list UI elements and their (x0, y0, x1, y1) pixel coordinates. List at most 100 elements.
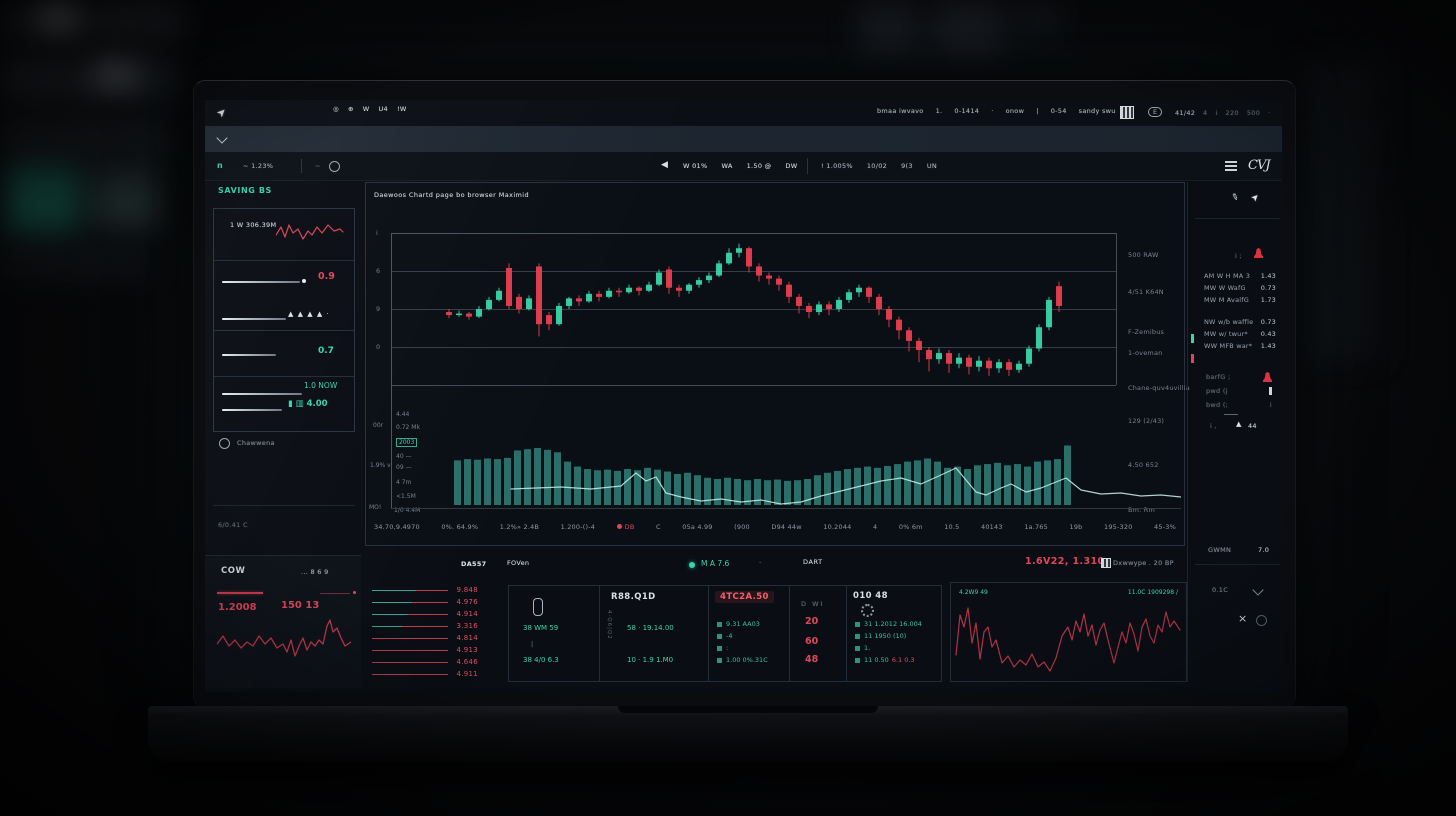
volume-bar (834, 470, 841, 505)
ladder-row[interactable]: 4.911 (372, 670, 478, 680)
alert-row[interactable]: pwd (j (1206, 384, 1272, 398)
expand-arrow-icon[interactable]: ➤ (1249, 191, 1262, 205)
info-icon[interactable]: i (1269, 401, 1272, 409)
sidebar-link[interactable]: Chawwena (237, 439, 275, 447)
target-circle-icon[interactable] (1256, 615, 1267, 626)
sidebar-header[interactable]: SAVING BS (218, 186, 272, 195)
toolbar-item[interactable]: 1.50 @ (746, 162, 772, 170)
symbol-label[interactable]: n (217, 161, 223, 170)
ladder-row[interactable]: 3.316 (372, 622, 478, 632)
cursor-arrow-icon[interactable]: ➤ (213, 104, 230, 121)
bullet-row[interactable]: 11 0.50 6.1 0.3 (855, 654, 939, 666)
bottom-right-chart-panel[interactable]: 4.2W9 49 11.0C 1909298 / (950, 582, 1187, 682)
ladder-line (372, 614, 448, 615)
menu-item[interactable]: sandy swu (1078, 107, 1116, 115)
indicator-row[interactable]: MW M AvalfG 1.73 (1204, 294, 1276, 306)
square-bullet-icon (717, 657, 722, 663)
alert-row[interactable]: bwd (; i (1206, 398, 1272, 412)
volume-bar (814, 475, 821, 505)
menubar-glyph[interactable]: W (362, 105, 370, 113)
toolbar-item[interactable]: UN (926, 162, 938, 170)
indicator-row[interactable]: WW MFB war* 1.43 (1204, 340, 1276, 352)
ticker-label[interactable]: M A 7.6 (701, 559, 730, 568)
menubar-far-right[interactable]: 4 i 220 500 · (1203, 109, 1271, 117)
menubar-icon-cluster[interactable]: ◎ ⊕ W U4 !W (333, 105, 407, 113)
menubar-glyph[interactable]: U4 (378, 105, 388, 113)
menu-item[interactable]: · (991, 107, 994, 115)
cellB-row-2[interactable]: 10 · 1.9 1.M0 (627, 656, 674, 664)
candlestick-chart[interactable] (391, 233, 1116, 385)
watch-card[interactable]: 1 W 306.39M 0.9 ▲ ▲ ▲ ▲ · 0.7 1.0 NOW ▮ … (213, 208, 355, 432)
toolbar-mid-items[interactable]: W 01% WA 1.50 @ DW (683, 162, 797, 170)
bullet-row[interactable]: : (717, 642, 787, 654)
bullet-row[interactable]: 11 1950 (10) (855, 630, 939, 642)
toolbar-item[interactable]: W 01% (683, 162, 708, 170)
app-badge-icon[interactable] (1120, 106, 1134, 119)
env-pill[interactable]: E (1148, 107, 1163, 117)
bullet-row[interactable]: 31 1.2012 16.004 (855, 618, 939, 630)
ladder-row[interactable]: 4.814 (372, 634, 478, 644)
ladder-row[interactable]: 4.976 (372, 598, 478, 608)
ladder-row[interactable]: 4.914 (372, 610, 478, 620)
cellB-row-1[interactable]: 58 · 19.14.00 (627, 624, 674, 632)
menu-item[interactable]: | (1036, 107, 1039, 115)
menubar-glyph[interactable]: ◎ (333, 105, 339, 113)
bottom-label-c[interactable]: DART (803, 558, 823, 566)
hamburger-menu-icon[interactable] (1225, 161, 1237, 163)
candle-down (546, 315, 552, 325)
bullet-row[interactable]: 9.31 AA03 (717, 618, 787, 630)
slider-track[interactable] (222, 281, 300, 283)
alert-bell-icon[interactable] (1263, 372, 1272, 382)
menu-item[interactable]: 1. (935, 107, 943, 115)
menubar-glyph[interactable]: ⊕ (347, 105, 354, 113)
toolbar-mid-items-2[interactable]: ! 1.005% 10/02 9(3 UN (821, 162, 937, 170)
menubar-glyph[interactable]: !W (396, 105, 407, 113)
close-icon[interactable]: × (1238, 612, 1248, 625)
chevron-down-icon[interactable] (1252, 584, 1264, 596)
toolbar-item[interactable]: DW (785, 162, 798, 170)
y-tick: i (376, 229, 379, 237)
gear-icon[interactable] (861, 604, 874, 617)
main-chart-panel[interactable]: Daewoos Chartd page bo browser Maximid i… (365, 182, 1190, 546)
vertical-slider-icon[interactable] (533, 598, 543, 616)
cow-panel[interactable]: COW ... 8 6 9 1.2008 150 13 (205, 555, 361, 688)
indicator-value: 1.43 (1260, 272, 1276, 280)
slider-track[interactable] (222, 318, 286, 320)
indicator-row[interactable]: MW w/ twur* 0.43 (1204, 328, 1276, 340)
menu-item[interactable]: bmaa iwvavo (877, 107, 924, 115)
bullet-row[interactable]: 1.00 0%.31C (717, 654, 787, 666)
alert-bell-icon[interactable] (1254, 248, 1263, 258)
slider-track[interactable] (222, 409, 282, 411)
cellA-row-1[interactable]: 38 WM 59 (523, 624, 559, 632)
ladder-row[interactable]: 4.913 (372, 646, 478, 656)
ladder-row[interactable]: 9.848 (372, 586, 478, 596)
toolbar-item[interactable]: WA (721, 162, 733, 170)
toolbar-item[interactable]: ! 1.005% (821, 162, 853, 170)
chevron-down-icon[interactable] (216, 132, 228, 144)
bullet-row[interactable]: -4 (717, 630, 787, 642)
bullet-row[interactable]: 1. (855, 642, 939, 654)
slider-handle[interactable] (302, 279, 306, 283)
toolbar-item[interactable]: 9(3 (901, 162, 913, 170)
menu-item[interactable]: 0-54 (1050, 107, 1067, 115)
indicator-row[interactable]: MW W WafG 0.73 (1204, 282, 1276, 294)
bar-icon[interactable] (1269, 387, 1272, 395)
slider-track[interactable] (222, 393, 302, 395)
cellA-row-2[interactable]: 38 4/0 6.3 (523, 656, 559, 664)
depth-ladder[interactable]: 9.848 4.976 4.914 3.316 4.814 4.913 4.646 4.911 (372, 584, 478, 684)
ladder-row[interactable]: 4.646 (372, 658, 478, 668)
toolbar-item[interactable]: 10/02 (866, 162, 888, 170)
slider-track[interactable] (222, 354, 276, 356)
record-circle-icon[interactable] (329, 161, 340, 172)
indicator-row[interactable]: AM W H MA 3 1.43 (1204, 270, 1276, 282)
speaker-icon[interactable]: ◀ (661, 160, 668, 170)
indicator-row[interactable]: NW w/b waffle 0.73 (1204, 316, 1276, 328)
draw-tool-icon[interactable]: ✎ (1229, 192, 1241, 204)
bottom-label-b[interactable]: FOVen (507, 559, 530, 567)
menubar-right-items[interactable]: bmaa iwvavo 1. 0-1414 · onow | 0-54 sandy swu (877, 107, 1116, 115)
alert-row[interactable]: barfG ; (1206, 370, 1272, 384)
volume-chart[interactable] (391, 441, 1181, 506)
menu-item[interactable]: onow (1005, 107, 1025, 115)
menu-item[interactable]: 0-1414 (954, 107, 980, 115)
